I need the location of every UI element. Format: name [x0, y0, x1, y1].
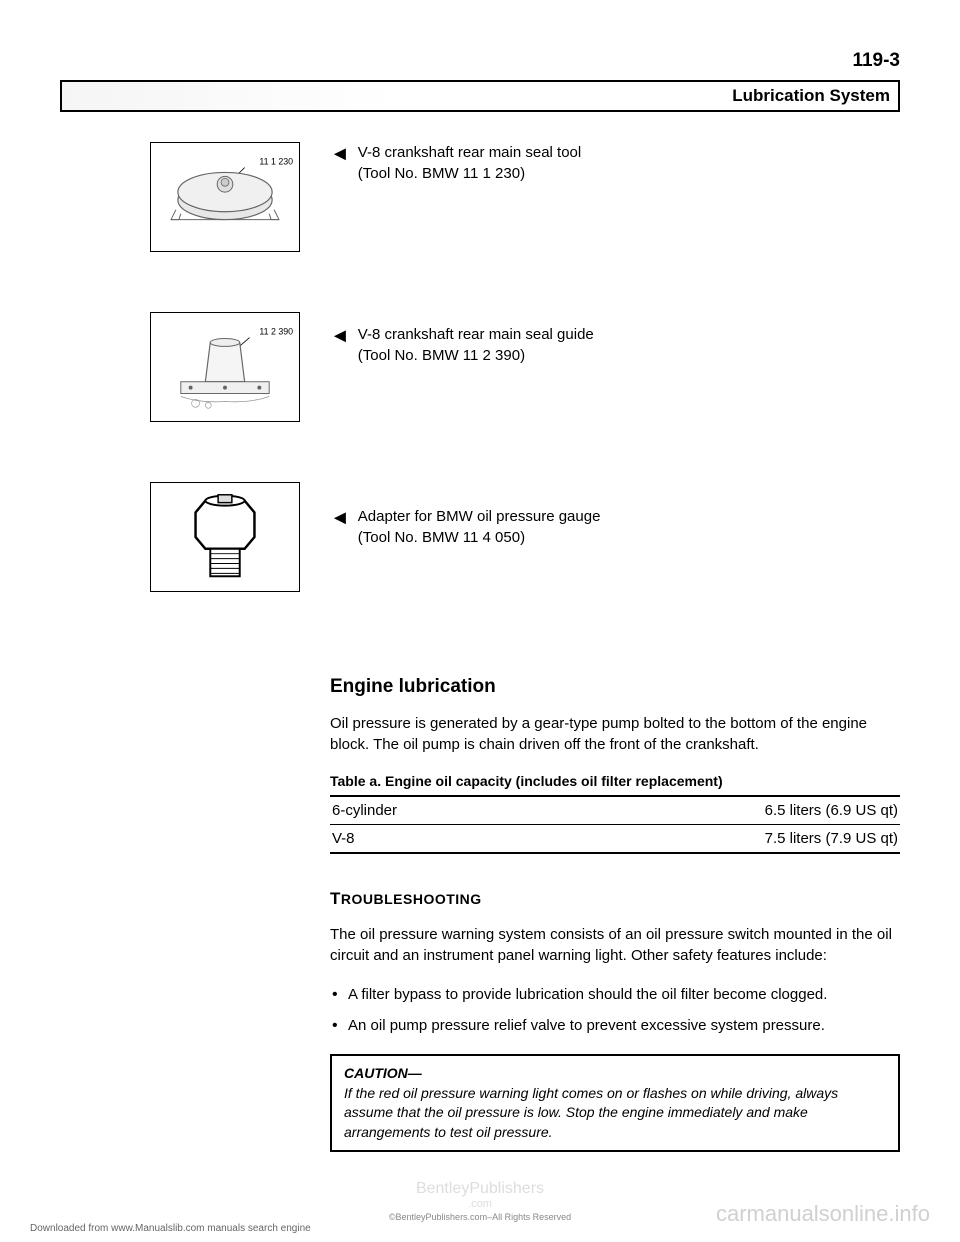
table-row: 6-cylinder 6.5 liters (6.9 US qt)	[330, 796, 900, 825]
tool-number: (Tool No. BMW 11 2 390)	[358, 347, 525, 364]
bullet-list: A filter bypass to provide lubrication s…	[330, 984, 900, 1036]
tool-description: Adapter for BMW oil pressure gauge	[358, 508, 601, 525]
capacity-table: 6-cylinder 6.5 liters (6.9 US qt) V-8 7.…	[330, 795, 900, 854]
table-cell: 7.5 liters (7.9 US qt)	[521, 825, 900, 854]
figure-label-1: 11 1 230	[259, 157, 293, 167]
publisher-faint: BentleyPublishers	[0, 1180, 960, 1198]
engine-lubrication-body: Oil pressure is generated by a gear-type…	[330, 713, 900, 755]
header-title: Lubrication System	[732, 86, 890, 105]
figure-adapter	[150, 482, 300, 592]
arrow-icon: ◄	[330, 508, 350, 528]
table-caption: Table a. Engine oil capacity (includes o…	[330, 773, 900, 789]
tool-number: (Tool No. BMW 11 4 050)	[358, 529, 525, 546]
caution-box: CAUTION— If the red oil pressure warning…	[330, 1054, 900, 1152]
tool-text: Adapter for BMW oil pressure gauge (Tool…	[358, 506, 601, 548]
caution-title: CAUTION—	[344, 1065, 422, 1081]
table-cell: 6-cylinder	[330, 796, 521, 825]
right-column: ◄ V-8 crankshaft rear main seal tool (To…	[330, 142, 900, 1152]
tool-text: V-8 crankshaft rear main seal tool (Tool…	[358, 142, 581, 184]
page-number: 119-3	[60, 50, 900, 72]
header-title-box: Lubrication System	[60, 80, 900, 112]
tool-description: V-8 crankshaft rear main seal guide	[358, 326, 594, 343]
table-cell: 6.5 liters (6.9 US qt)	[521, 796, 900, 825]
watermark: carmanualsonline.info	[716, 1201, 930, 1227]
figure-seal-tool: 11 1 230	[150, 142, 300, 252]
table-cell: V-8	[330, 825, 521, 854]
tool-text: V-8 crankshaft rear main seal guide (Too…	[358, 324, 594, 366]
caution-body: If the red oil pressure warning light co…	[344, 1085, 838, 1140]
troubleshooting-heading: TROUBLESHOOTING	[330, 889, 900, 909]
left-column: 11 1 230 11 2 390	[60, 142, 300, 1152]
list-item: An oil pump pressure relief valve to pre…	[330, 1015, 900, 1036]
tool-description: V-8 crankshaft rear main seal tool	[358, 144, 581, 161]
footer-download: Downloaded from www.Manualslib.com manua…	[30, 1223, 311, 1234]
tool-item: ◄ V-8 crankshaft rear main seal guide (T…	[330, 324, 900, 494]
tool-item: ◄ V-8 crankshaft rear main seal tool (To…	[330, 142, 900, 312]
figure-label-2: 11 2 390	[259, 327, 293, 337]
heading-large-letter: T	[330, 889, 341, 908]
content-area: 11 1 230 11 2 390	[60, 142, 900, 1152]
table-row: V-8 7.5 liters (7.9 US qt)	[330, 825, 900, 854]
figure-seal-guide: 11 2 390	[150, 312, 300, 422]
arrow-icon: ◄	[330, 326, 350, 346]
tool-number: (Tool No. BMW 11 1 230)	[358, 165, 525, 182]
list-item: A filter bypass to provide lubrication s…	[330, 984, 900, 1005]
arrow-icon: ◄	[330, 144, 350, 164]
heading-rest: ROUBLESHOOTING	[341, 891, 482, 907]
troubleshooting-body: The oil pressure warning system consists…	[330, 924, 900, 966]
tool-item: ◄ Adapter for BMW oil pressure gauge (To…	[330, 506, 900, 656]
engine-lubrication-heading: Engine lubrication	[330, 676, 900, 698]
